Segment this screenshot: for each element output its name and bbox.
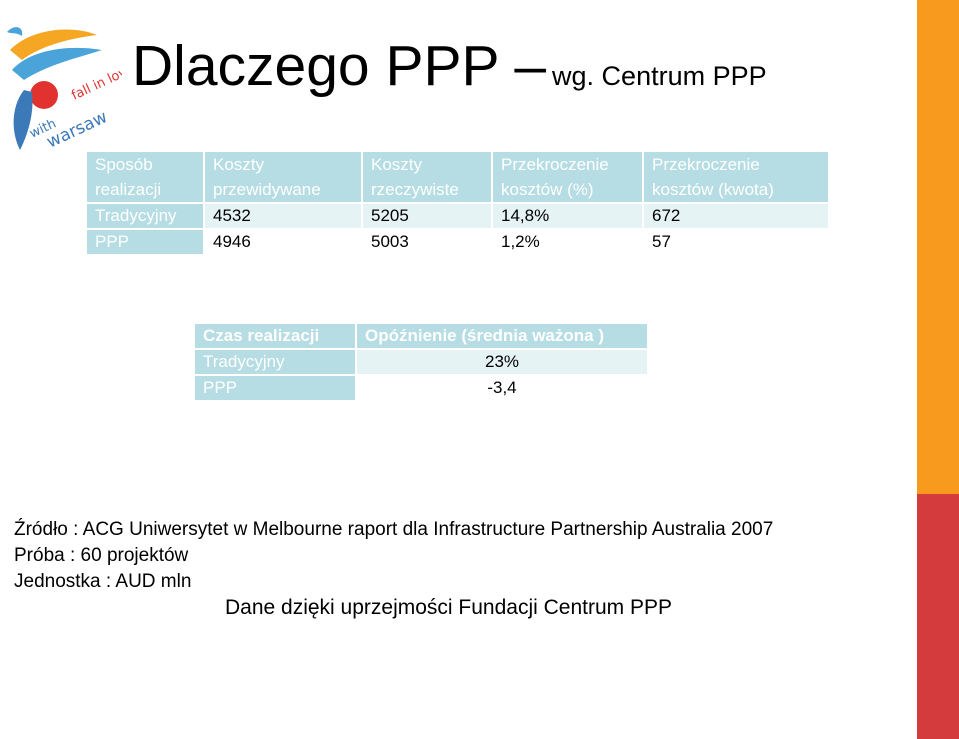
note-source: Źródło : ACG Uniwersytet w Melbourne rap…	[14, 519, 774, 540]
header-overrun-percent: Przekroczenie kosztów (%)	[493, 152, 642, 202]
acknowledgement: Dane dzięki uprzejmości Fundacji Centrum…	[225, 596, 673, 619]
header-duration: Czas realizacji	[195, 324, 355, 348]
note-sample: Próba : 60 projektów	[14, 545, 189, 566]
cell-planned: 4532	[205, 204, 361, 228]
side-accent-orange	[917, 0, 959, 494]
table-row: Tradycyjny 4532 5205 14,8% 672	[87, 204, 828, 228]
cell-overrun-amount: 57	[644, 230, 828, 254]
header-method: Sposób realizacji	[87, 152, 203, 202]
note-unit: Jednostka : AUD mln	[14, 571, 192, 592]
side-accent-red	[917, 494, 959, 739]
svg-text:warsaw: warsaw	[44, 107, 111, 152]
header-delay: Opóźnienie (średnia ważona )	[357, 324, 647, 348]
title-main: Dlaczego PPP –	[132, 34, 547, 98]
cost-comparison-table: Sposób realizacji Koszty przewidywane Kosz…	[85, 150, 830, 256]
row-label: Tradycyjny	[87, 204, 203, 228]
header-planned-costs: Koszty przewidywane	[205, 152, 361, 202]
svg-text:fall in love: fall in love	[69, 62, 122, 104]
cell-actual: 5205	[363, 204, 491, 228]
table-row: PPP -3,4	[195, 376, 647, 400]
table-row: PPP 4946 5003 1,2% 57	[87, 230, 828, 254]
cell-planned: 4946	[205, 230, 361, 254]
header-overrun-amount: Przekroczenie kosztów (kwota)	[644, 152, 828, 202]
cell-delay: 23%	[357, 350, 647, 374]
source-notes: Źródło : ACG Uniwersytet w Melbourne rap…	[14, 517, 773, 595]
cell-actual: 5003	[363, 230, 491, 254]
cell-overrun-amount: 672	[644, 204, 828, 228]
fall-in-love-with-warsaw-logo: fall in love with warsaw	[7, 27, 122, 153]
row-label: Tradycyjny	[195, 350, 355, 374]
cell-delay: -3,4	[357, 376, 647, 400]
header-actual-costs: Koszty rzeczywiste	[363, 152, 491, 202]
page-title: Dlaczego PPP – wg. Centrum PPP	[132, 38, 767, 95]
row-label: PPP	[87, 230, 203, 254]
cell-overrun-percent: 14,8%	[493, 204, 642, 228]
table-header-row: Sposób realizacji Koszty przewidywane Kosz…	[87, 152, 828, 202]
table-row: Tradycyjny 23%	[195, 350, 647, 374]
cell-overrun-percent: 1,2%	[493, 230, 642, 254]
title-subtitle: wg. Centrum PPP	[552, 61, 767, 91]
row-label: PPP	[195, 376, 355, 400]
delay-table: Czas realizacji Opóźnienie (średnia ważo…	[193, 322, 649, 402]
table-header-row: Czas realizacji Opóźnienie (średnia ważo…	[195, 324, 647, 348]
